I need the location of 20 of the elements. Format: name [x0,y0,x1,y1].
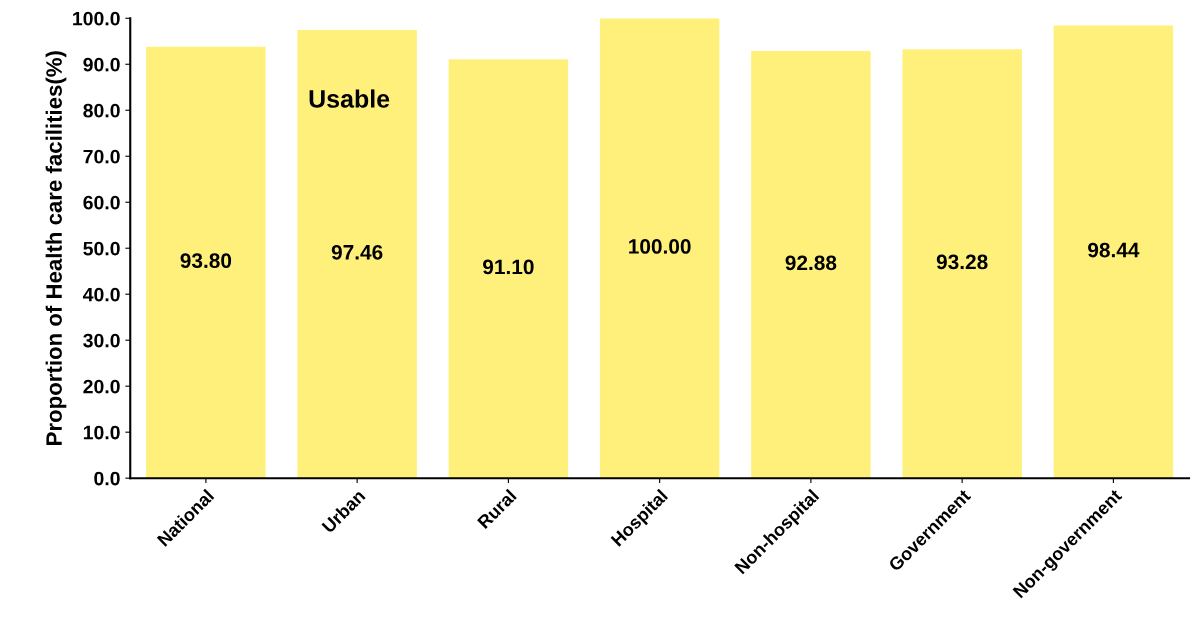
y-tick-label: 40.0 [82,287,120,302]
y-tick-label: 50.0 [83,241,120,256]
data-label: 92.88 [785,255,837,271]
y-tick-label: 30.0 [83,333,120,348]
data-label: 91.10 [483,259,534,275]
y-axis-title: Proportion of Health care facilities(%) [45,51,67,445]
y-tick-label: 0.0 [94,471,120,486]
y-tick-label: 60.0 [83,195,120,210]
y-tick-label: 90.0 [83,57,120,72]
data-label: 98.44 [1088,242,1140,258]
data-label: 93.28 [936,254,988,270]
data-label: 100.00 [629,239,691,254]
data-label: 93.80 [180,253,232,269]
y-tick-label: 100.0 [73,11,120,26]
y-tick-label: 20.0 [83,379,120,394]
annotation: Usable [309,89,390,108]
y-tick-label: 70.0 [83,149,120,164]
data-label: 97.46 [331,244,383,260]
y-tick-label: 10.0 [83,425,120,440]
y-tick-label: 80.0 [83,103,120,118]
